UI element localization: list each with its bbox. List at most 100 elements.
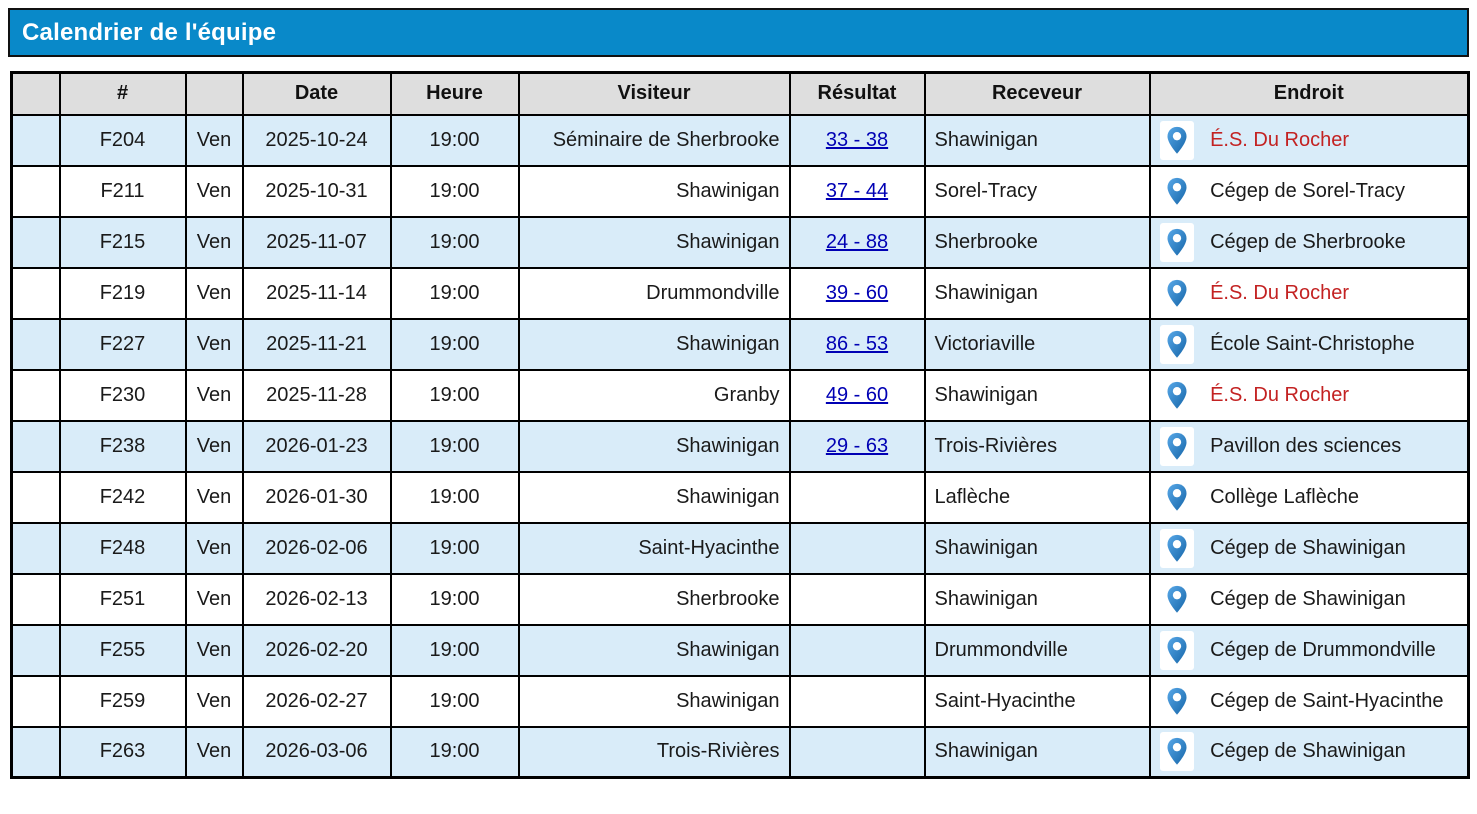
- result-link[interactable]: 49 - 60: [825, 383, 889, 406]
- result-link[interactable]: 37 - 44: [825, 179, 889, 202]
- cell-home: Sherbrooke: [923, 215, 1151, 269]
- venue-name: É.S. Du Rocher: [1210, 281, 1350, 304]
- location-pin-icon[interactable]: [1159, 630, 1194, 670]
- location-pin-icon[interactable]: [1159, 579, 1194, 619]
- cell-game-number: F211: [58, 164, 187, 218]
- header-home: Receveur: [923, 71, 1151, 116]
- cell-day: Ven: [184, 674, 244, 728]
- table-row: F263 Ven 2026-03-06 19:00 Trois-Rivières…: [10, 725, 1470, 779]
- cell-result: 49 - 60: [788, 368, 926, 422]
- cell-venue: Cégep de Sherbrooke: [1148, 215, 1470, 269]
- cell-blank: [10, 368, 61, 422]
- result-link[interactable]: 24 - 88: [825, 230, 889, 253]
- cell-time: 19:00: [389, 470, 520, 524]
- cell-blank: [10, 725, 61, 779]
- cell-game-number: F204: [58, 113, 187, 167]
- cell-date: 2025-10-24: [241, 113, 392, 167]
- cell-venue: É.S. Du Rocher: [1148, 266, 1470, 320]
- cell-blank: [10, 215, 61, 269]
- cell-blank: [10, 266, 61, 320]
- cell-result: [788, 674, 926, 728]
- cell-time: 19:00: [389, 368, 520, 422]
- cell-time: 19:00: [389, 725, 520, 779]
- cell-time: 19:00: [389, 419, 520, 473]
- venue-name: Cégep de Sherbrooke: [1210, 230, 1406, 253]
- location-pin-icon[interactable]: [1159, 273, 1194, 313]
- cell-time: 19:00: [389, 674, 520, 728]
- cell-time: 19:00: [389, 521, 520, 575]
- location-pin-icon[interactable]: [1159, 426, 1194, 466]
- cell-home: Laflèche: [923, 470, 1151, 524]
- cell-result: 39 - 60: [788, 266, 926, 320]
- cell-game-number: F251: [58, 572, 187, 626]
- location-pin-icon[interactable]: [1159, 375, 1194, 415]
- cell-home: Shawinigan: [923, 521, 1151, 575]
- venue-name: Cégep de Saint-Hyacinthe: [1210, 689, 1444, 712]
- cell-date: 2025-11-07: [241, 215, 392, 269]
- cell-blank: [10, 623, 61, 677]
- cell-venue: É.S. Du Rocher: [1148, 113, 1470, 167]
- cell-day: Ven: [184, 470, 244, 524]
- result-link[interactable]: 39 - 60: [825, 281, 889, 304]
- cell-date: 2026-02-13: [241, 572, 392, 626]
- result-link[interactable]: 29 - 63: [825, 434, 889, 457]
- cell-home: Sorel-Tracy: [923, 164, 1151, 218]
- cell-visitor: Shawinigan: [517, 215, 791, 269]
- cell-visitor: Granby: [517, 368, 791, 422]
- cell-date: 2026-01-30: [241, 470, 392, 524]
- cell-time: 19:00: [389, 572, 520, 626]
- cell-visitor: Shawinigan: [517, 674, 791, 728]
- cell-home: Saint-Hyacinthe: [923, 674, 1151, 728]
- venue-name: Cégep de Shawinigan: [1210, 536, 1406, 559]
- cell-blank: [10, 521, 61, 575]
- cell-day: Ven: [184, 317, 244, 371]
- location-pin-icon[interactable]: [1159, 732, 1194, 772]
- cell-visitor: Trois-Rivières: [517, 725, 791, 779]
- location-pin-icon[interactable]: [1159, 528, 1194, 568]
- location-pin-icon[interactable]: [1159, 120, 1194, 160]
- cell-blank: [10, 164, 61, 218]
- result-link[interactable]: 86 - 53: [825, 332, 889, 355]
- cell-visitor: Shawinigan: [517, 317, 791, 371]
- cell-venue: Cégep de Shawinigan: [1148, 572, 1470, 626]
- cell-blank: [10, 674, 61, 728]
- cell-venue: École Saint-Christophe: [1148, 317, 1470, 371]
- cell-game-number: F259: [58, 674, 187, 728]
- header-blank: [10, 71, 61, 116]
- cell-game-number: F242: [58, 470, 187, 524]
- cell-game-number: F263: [58, 725, 187, 779]
- cell-result: [788, 521, 926, 575]
- cell-game-number: F219: [58, 266, 187, 320]
- table-row: F248 Ven 2026-02-06 19:00 Saint-Hyacinth…: [10, 521, 1470, 575]
- table-row: F259 Ven 2026-02-27 19:00 Shawinigan Sai…: [10, 674, 1470, 728]
- cell-visitor: Shawinigan: [517, 419, 791, 473]
- location-pin-icon[interactable]: [1159, 171, 1194, 211]
- venue-name: Cégep de Shawinigan: [1210, 587, 1406, 610]
- cell-result: [788, 623, 926, 677]
- cell-home: Trois-Rivières: [923, 419, 1151, 473]
- cell-time: 19:00: [389, 215, 520, 269]
- cell-time: 19:00: [389, 623, 520, 677]
- result-link[interactable]: 33 - 38: [825, 128, 889, 151]
- venue-name: É.S. Du Rocher: [1210, 383, 1350, 406]
- location-pin-icon[interactable]: [1159, 324, 1194, 364]
- cell-game-number: F215: [58, 215, 187, 269]
- location-pin-icon[interactable]: [1159, 222, 1194, 262]
- cell-result: [788, 725, 926, 779]
- cell-blank: [10, 470, 61, 524]
- cell-day: Ven: [184, 419, 244, 473]
- cell-visitor: Saint-Hyacinthe: [517, 521, 791, 575]
- header-row: # Date Heure Visiteur Résultat Receveur …: [10, 71, 1470, 116]
- cell-day: Ven: [184, 725, 244, 779]
- cell-home: Shawinigan: [923, 113, 1151, 167]
- location-pin-icon[interactable]: [1159, 681, 1194, 721]
- cell-date: 2025-11-21: [241, 317, 392, 371]
- location-pin-icon[interactable]: [1159, 477, 1194, 517]
- cell-home: Shawinigan: [923, 368, 1151, 422]
- cell-result: 29 - 63: [788, 419, 926, 473]
- cell-day: Ven: [184, 623, 244, 677]
- table-row: F251 Ven 2026-02-13 19:00 Sherbrooke Sha…: [10, 572, 1470, 626]
- cell-home: Shawinigan: [923, 572, 1151, 626]
- cell-venue: Cégep de Saint-Hyacinthe: [1148, 674, 1470, 728]
- cell-home: Shawinigan: [923, 266, 1151, 320]
